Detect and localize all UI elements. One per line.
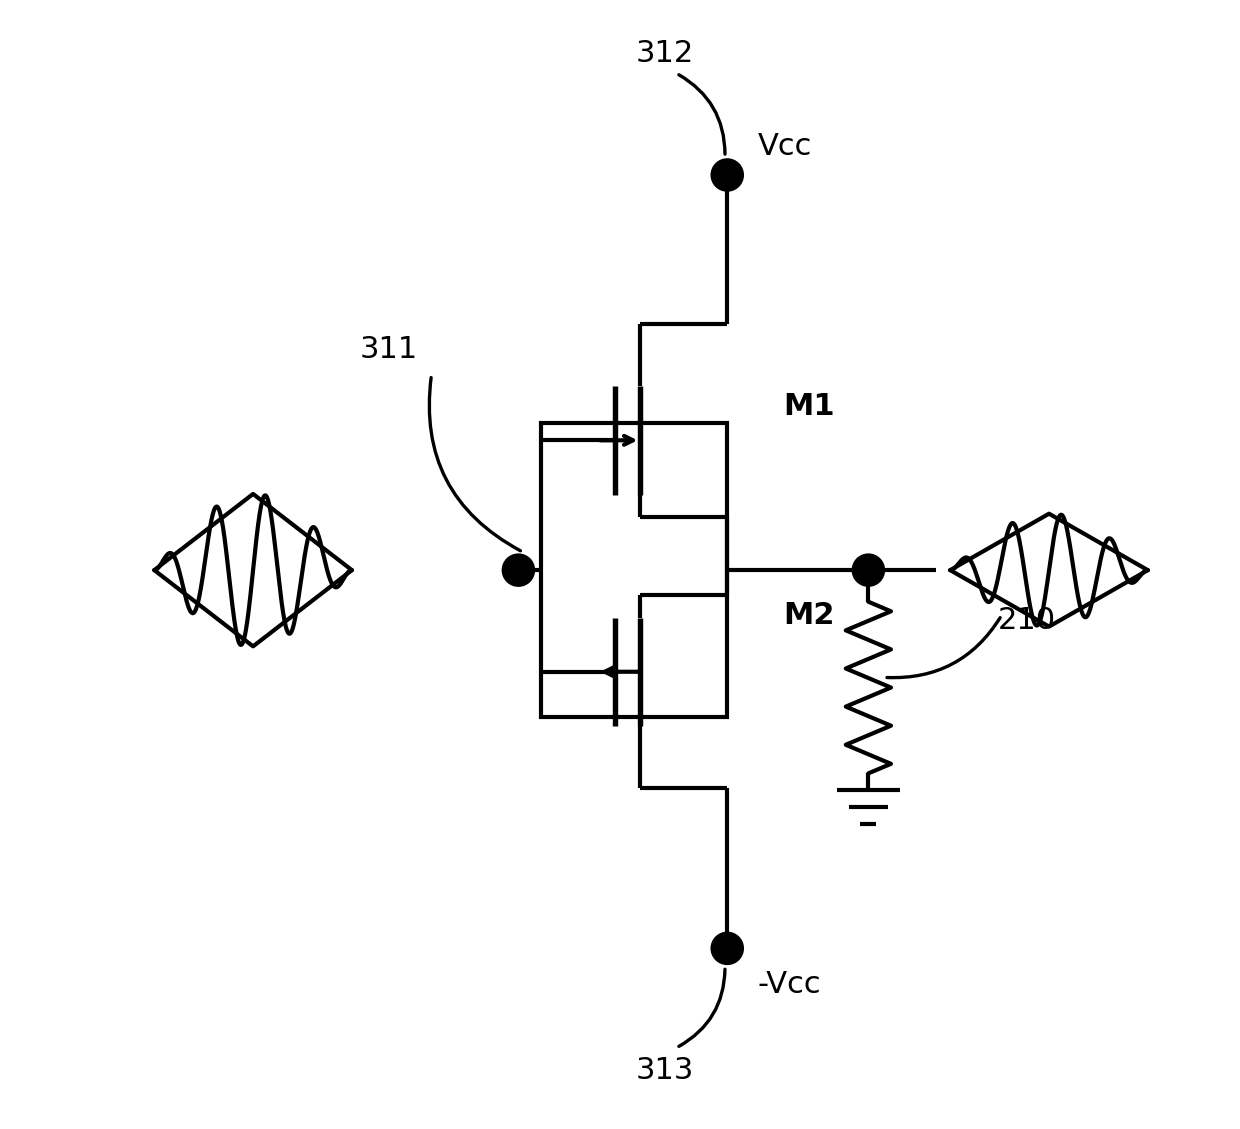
Text: 311: 311 [360,335,418,365]
Text: 312: 312 [636,38,694,68]
Circle shape [503,555,533,585]
Bar [541,423,727,717]
Circle shape [853,555,883,585]
Text: M1: M1 [784,392,836,421]
Text: 210: 210 [998,606,1056,636]
Text: 313: 313 [636,1056,694,1085]
Text: -Vcc: -Vcc [758,970,821,999]
Text: M2: M2 [784,601,836,630]
Circle shape [713,934,742,963]
Circle shape [713,160,742,190]
Text: Vcc: Vcc [758,132,812,161]
